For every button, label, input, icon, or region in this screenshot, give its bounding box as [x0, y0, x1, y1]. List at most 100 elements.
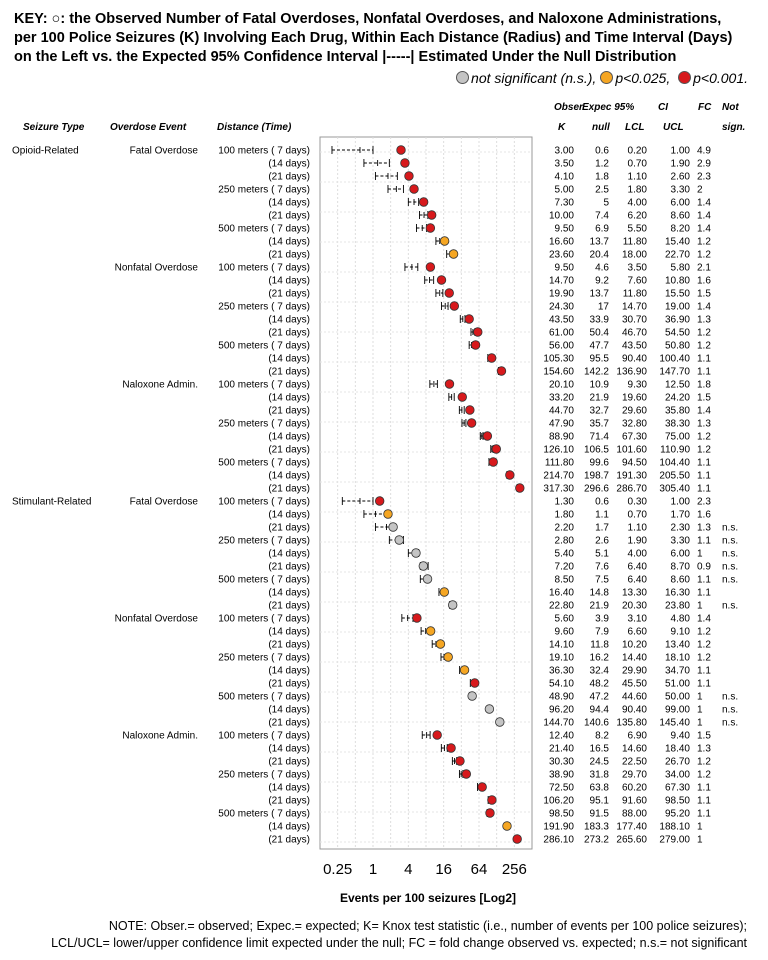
observed-k-value: 9.50 [555, 224, 575, 235]
observed-k-value: 16.40 [549, 588, 574, 599]
observed-k-value: 154.60 [543, 367, 574, 378]
ucl-value: 147.70 [659, 367, 690, 378]
observed-k-value: 36.30 [549, 666, 574, 677]
lcl-value: 44.60 [622, 692, 647, 703]
ucl-value: 34.00 [665, 770, 690, 781]
observed-point [491, 444, 501, 454]
distance-time-label: (14 days) [268, 510, 310, 521]
expected-null-value: 7.5 [595, 575, 609, 586]
legend-p001-label: p<0.001. [693, 70, 748, 86]
observed-k-value: 44.70 [549, 406, 574, 417]
table-row: Naloxone Admin. 100 meters ( 7 days) 12.40… [122, 730, 711, 742]
fold-change-value: 1.4 [697, 198, 711, 209]
observed-point [448, 249, 459, 259]
table-row: (14 days) 33.20 21.9 19.60 24.20 1.5 [268, 392, 711, 404]
not-significant-flag: n.s. [722, 562, 738, 573]
overdose-event-label: Naloxone Admin. [122, 380, 198, 391]
expected-null-value: 10.9 [590, 380, 610, 391]
fold-change-value: 1.5 [697, 731, 711, 742]
distance-time-label: 500 meters ( 7 days) [218, 458, 310, 469]
lcl-value: 3.50 [628, 263, 648, 274]
ucl-value: 1.70 [671, 510, 691, 521]
table-row: (21 days) 154.60 142.2 136.90 147.70 1.1 [268, 366, 711, 378]
table-row: 500 meters ( 7 days) 8.50 7.5 6.40 8.60 1.1 n.… [218, 574, 738, 586]
x-tick-label: 1 [369, 861, 377, 878]
overdose-event-label: Nonfatal Overdose [115, 263, 199, 274]
observed-point [466, 418, 477, 428]
observed-k-value: 19.90 [549, 289, 574, 300]
distance-time-label: (21 days) [268, 796, 310, 807]
observed-point [447, 600, 458, 610]
key-title-line2: per 100 Police Seizures (K) Involving Ea… [14, 30, 733, 46]
significance-legend: not significant (n.s.), p<0.025, p<0.001. [452, 70, 748, 86]
x-tick-label: 64 [471, 861, 488, 878]
expected-null-value: 2.5 [595, 185, 609, 196]
expected-null-value: 5 [603, 198, 609, 209]
distance-time-label: 250 meters ( 7 days) [218, 653, 310, 664]
lcl-value: 4.00 [628, 198, 648, 209]
observed-k-value: 19.10 [549, 653, 574, 664]
ucl-value: 95.20 [665, 809, 690, 820]
observed-point [422, 574, 433, 584]
expected-null-value: 7.4 [595, 211, 609, 222]
observed-point [443, 652, 453, 662]
observed-point [400, 158, 410, 168]
distance-time-label: (14 days) [268, 198, 310, 209]
distance-time-label: 500 meters ( 7 days) [218, 575, 310, 586]
lcl-value: 286.70 [616, 484, 647, 495]
fold-change-value: 1.1 [697, 354, 711, 365]
distance-time-label: (21 days) [268, 757, 310, 768]
fold-change-value: 1 [697, 549, 703, 560]
observed-point [464, 314, 474, 324]
observed-k-value: 3.50 [555, 159, 575, 170]
distance-time-label: (14 days) [268, 744, 310, 755]
expected-null-value: 1.2 [595, 159, 609, 170]
table-row: (14 days) 14.70 9.2 7.60 10.80 1.6 [268, 275, 711, 287]
ucl-value: 8.20 [671, 224, 691, 235]
header-overdose-event: Overdose Event [110, 122, 187, 133]
header-ci: CI [658, 102, 668, 113]
distance-time-label: 500 meters ( 7 days) [218, 224, 310, 235]
distance-time-label: (14 days) [268, 432, 310, 443]
ucl-value: 1.00 [671, 146, 691, 157]
ucl-value: 18.40 [665, 744, 690, 755]
fold-change-value: 1.4 [697, 406, 711, 417]
observed-k-value: 48.90 [549, 692, 574, 703]
ucl-value: 67.30 [665, 783, 690, 794]
header-obser: Obser. [554, 102, 585, 113]
distance-time-label: (21 days) [268, 562, 310, 573]
lcl-value: 14.70 [622, 302, 647, 313]
expected-null-value: 3.9 [595, 614, 609, 625]
distance-time-label: (14 days) [268, 354, 310, 365]
expected-null-value: 11.8 [590, 640, 609, 651]
fold-change-value: 1.1 [697, 458, 711, 469]
distance-time-label: (21 days) [268, 679, 310, 690]
overdose-event-label: Naloxone Admin. [122, 731, 198, 742]
expected-null-value: 95.5 [590, 354, 610, 365]
lcl-value: 5.50 [628, 224, 648, 235]
header-distance-time: Distance (Time) [217, 122, 292, 133]
not-significant-flag: n.s. [722, 575, 738, 586]
table-row: (14 days) 72.50 63.8 60.20 67.30 1.1 [268, 782, 711, 794]
fold-change-value: 1.5 [697, 393, 711, 404]
fold-change-value: 1.2 [697, 237, 711, 248]
fold-change-value: 1.2 [697, 640, 711, 651]
lcl-value: 18.00 [622, 250, 647, 261]
observed-point [488, 457, 498, 467]
distance-time-label: (21 days) [268, 328, 310, 339]
fold-change-value: 1.2 [697, 770, 711, 781]
fold-change-value: 1.3 [697, 315, 711, 326]
fold-change-value: 1.1 [697, 471, 711, 482]
table-row: 250 meters ( 7 days) 24.30 17 14.70 19.00 1.4 [218, 301, 711, 313]
lcl-value: 6.20 [628, 211, 648, 222]
header-null: null [592, 122, 610, 133]
distance-time-label: (21 days) [268, 367, 310, 378]
distance-time-label: 500 meters ( 7 days) [218, 692, 310, 703]
table-row: 500 meters ( 7 days) 56.00 47.7 43.50 50.80 1… [218, 340, 711, 352]
fold-change-value: 1.2 [697, 250, 711, 261]
observed-point [418, 561, 429, 571]
header-seizure-type: Seizure Type [23, 122, 85, 133]
fold-change-value: 1 [697, 692, 703, 703]
fold-change-value: 4.9 [697, 146, 711, 157]
observed-point [374, 496, 385, 506]
